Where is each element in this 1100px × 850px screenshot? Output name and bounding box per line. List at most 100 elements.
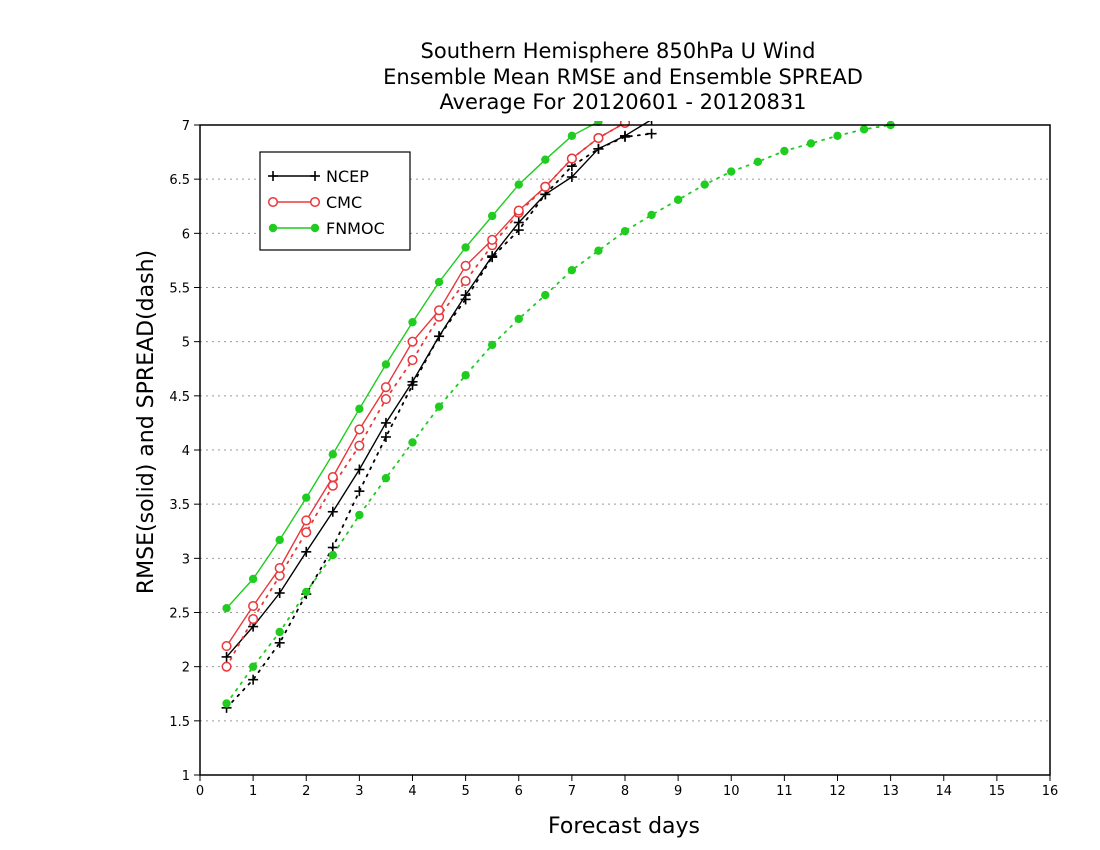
ncep-rmse-point [513,217,524,228]
fnmoc-spread-point [806,139,816,148]
legend-item-cmc: CMC [267,193,362,212]
fnmoc-rmse-point [302,493,311,502]
legend-marker-cmc [267,196,279,208]
x-tick-label: 11 [776,784,793,799]
y-tick-label: 4 [182,444,190,459]
title-line-2: Ensemble Mean RMSE and Ensemble SPREAD [383,65,863,89]
cmc-spread-point [380,394,391,405]
y-tick-label: 3.5 [169,498,190,513]
legend-box [259,151,411,251]
fnmoc-rmse-point [355,404,364,414]
cmc-spread-point [221,661,232,672]
fnmoc-spread-point [859,125,869,134]
fnmoc-spread-series [222,121,895,708]
chart-title: Southern Hemisphere 850hPa U Wind Ensemb… [383,39,863,114]
fnmoc-spread-point [567,265,577,275]
fnmoc-rmse-point [434,277,444,287]
cmc-rmse-point [248,600,259,612]
ncep-rmse-point [566,172,577,182]
fnmoc-spread-point [487,340,497,350]
x-tick-label: 16 [1042,784,1059,799]
y-tick-label: 6.5 [169,173,190,188]
ncep-spread-point [274,637,285,648]
fnmoc-rmse-point [248,574,258,584]
fnmoc-spread-point [434,402,444,411]
x-tick-label: 0 [196,784,204,799]
ncep-spread-point [354,486,365,497]
cmc-rmse-point [513,205,524,216]
x-tick-label: 2 [302,784,310,799]
y-tick-label: 1.5 [169,715,190,730]
legend: NCEP CMC FNMOC [259,151,411,251]
x-tick-label: 6 [515,784,523,799]
fnmoc-spread-point [753,157,763,167]
cmc-rmse-point [274,563,285,574]
x-tick-label: 14 [935,784,952,799]
ncep-rmse-point [274,588,285,598]
legend-item-fnmoc: FNMOC [268,219,385,238]
y-axis-title: RMSE(solid) and SPREAD(dash) [134,250,159,594]
cmc-rmse-point [460,260,471,271]
cmc-spread-point [354,440,365,451]
x-tick-label: 15 [989,784,1006,799]
ncep-rmse-point [380,417,391,428]
x-tick-label: 9 [674,784,682,799]
legend-label-cmc: CMC [326,193,362,212]
fnmoc-spread-point [302,587,311,597]
cmc-rmse-point [487,234,498,245]
fnmoc-rmse-point [381,360,391,369]
x-tick-label: 12 [829,784,846,799]
cmc-spread-point [460,275,471,287]
fnmoc-spread-point [408,438,417,447]
fnmoc-spread-point [673,195,683,204]
fnmoc-spread-point [328,550,338,560]
legend-marker-ncep [310,171,320,181]
ncep-rmse-point [301,546,312,557]
fnmoc-rmse-point [461,243,470,252]
fnmoc-spread-point [275,627,284,637]
fnmoc-spread-point [620,226,630,236]
ncep-spread-point [646,128,657,139]
fnmoc-spread-point [248,662,258,671]
y-tick-label: 5 [182,336,190,351]
cmc-spread-point [407,355,418,366]
fnmoc-spread-line [225,124,892,705]
fnmoc-rmse-point [541,155,550,164]
cmc-spread-point [248,613,259,625]
ncep-rmse-point [407,376,418,387]
x-tick-label: 8 [621,784,629,799]
cmc-rmse-point [566,153,577,164]
ncep-rmse-point [650,121,653,125]
ncep-spread-point [248,674,259,685]
cmc-spread-line [225,121,626,668]
fnmoc-rmse-point [487,211,497,221]
ncep-rmse-point [460,290,471,301]
fnmoc-spread-point [594,246,603,255]
x-tick-label: 10 [723,784,740,799]
cmc-spread-point [301,527,312,538]
ncep-rmse-point [593,143,604,154]
y-tick-label: 7 [182,119,190,134]
plot-frame [199,124,1051,776]
x-tick-label: 1 [249,784,257,799]
fnmoc-rmse-series [222,121,603,613]
cmc-rmse-point [327,472,338,483]
legend-marker-fnmoc [268,223,278,233]
cmc-rmse-point [380,382,391,393]
ncep-rmse-point [434,331,445,342]
legend-label-fnmoc: FNMOC [326,219,385,238]
y-tick-label: 2.5 [169,607,190,622]
fnmoc-spread-point [355,510,364,520]
y-tick-label: 3 [182,552,190,567]
cmc-rmse-line [225,122,626,647]
fnmoc-spread-point [780,146,789,156]
fnmoc-spread-point [461,371,470,380]
x-tick-label: 7 [568,784,576,799]
legend-item-ncep: NCEP [268,167,369,186]
title-line-1: Southern Hemisphere 850hPa U Wind [421,39,816,63]
legend-marker-fnmoc [310,223,320,233]
y-tick-label: 4.5 [169,390,190,405]
cmc-rmse-point [540,181,551,192]
ncep-rmse-point [221,651,232,662]
